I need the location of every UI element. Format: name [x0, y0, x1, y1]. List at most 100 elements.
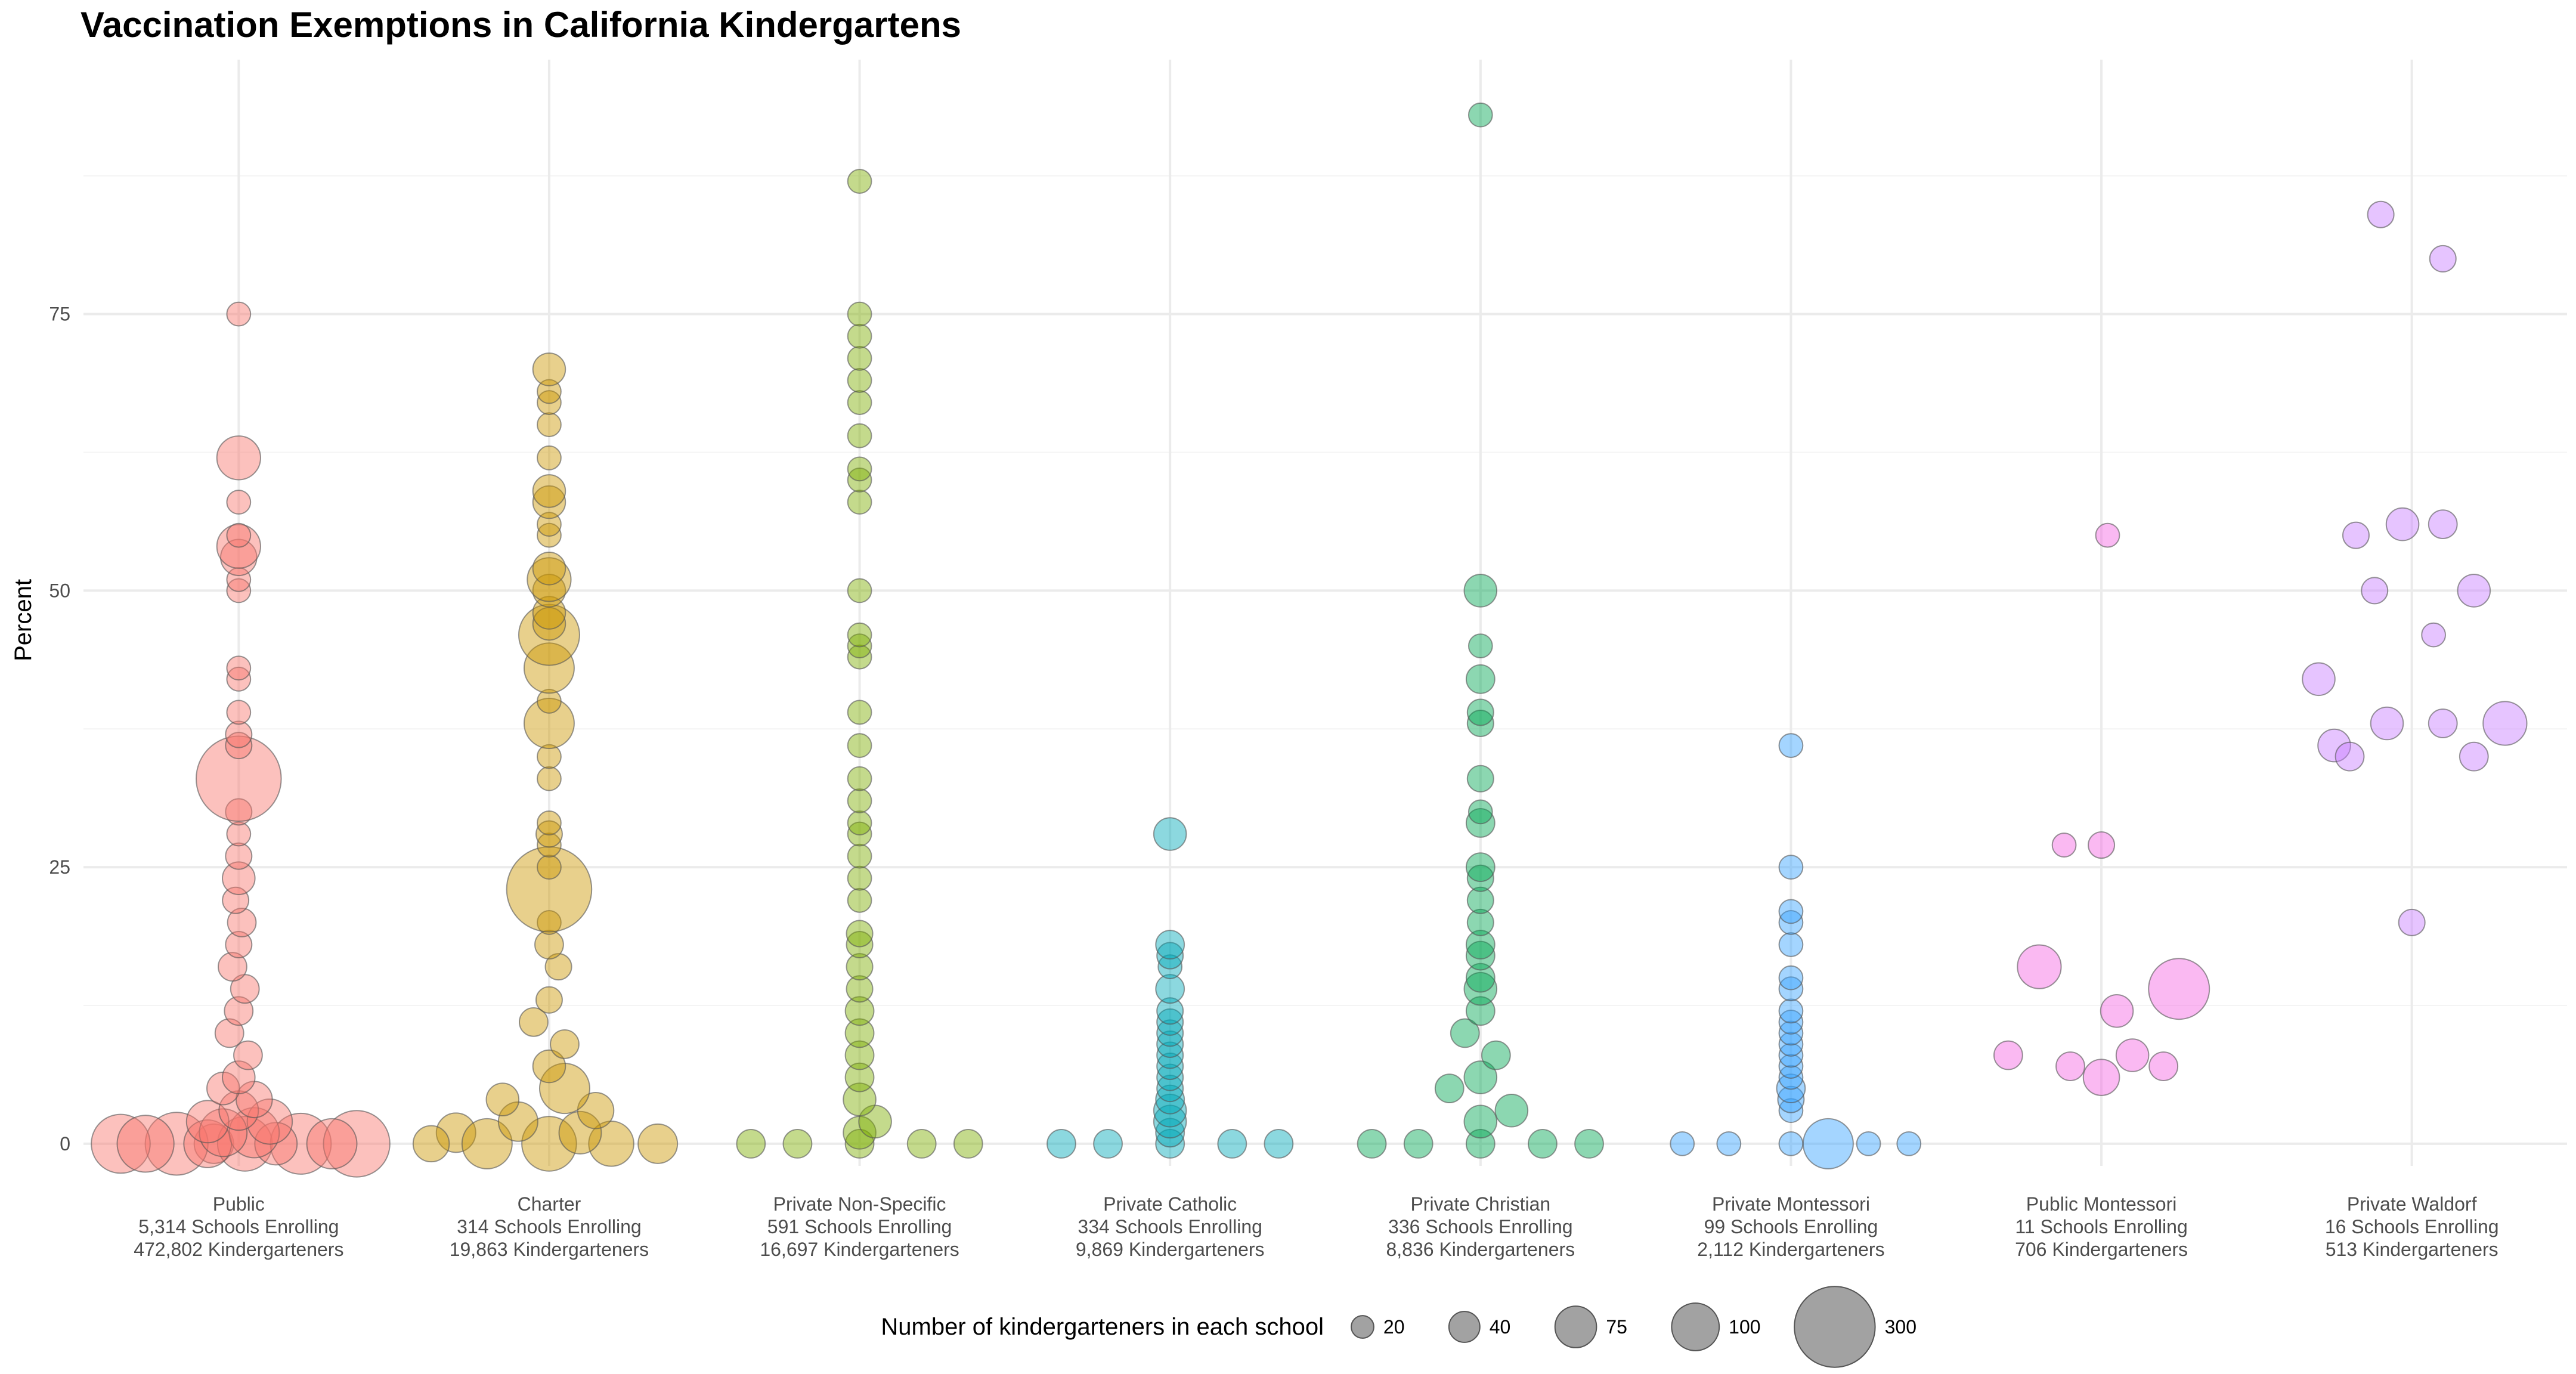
chart-title: Vaccination Exemptions in California Kin… [80, 5, 961, 45]
data-point [537, 522, 562, 548]
data-point [1156, 997, 1184, 1025]
data-point [2459, 741, 2489, 772]
data-point [193, 1123, 234, 1164]
data-point [847, 323, 872, 349]
data-point [226, 490, 252, 515]
data-point [1466, 698, 1494, 726]
legend-label: 20 [1383, 1316, 1405, 1338]
data-point [1528, 1128, 1558, 1159]
data-point [537, 512, 562, 537]
data-point [1153, 1093, 1187, 1128]
data-point [847, 301, 872, 327]
data-point [2342, 521, 2370, 549]
data-point [847, 423, 872, 448]
data-point [523, 642, 575, 694]
data-point [847, 810, 872, 835]
data-point [2428, 509, 2458, 540]
data-point [537, 412, 562, 438]
y-tick-label: 25 [49, 856, 70, 878]
data-point [1778, 910, 1804, 935]
data-point [537, 833, 562, 858]
data-point [532, 552, 566, 586]
data-point [537, 689, 562, 714]
data-point [537, 810, 562, 835]
data-point [1465, 664, 1496, 694]
data-point [523, 698, 575, 749]
data-point [217, 952, 247, 982]
data-point [1466, 765, 1494, 793]
data-point [1156, 942, 1184, 970]
y-axis-label: Percent [10, 579, 36, 661]
data-point [2055, 1051, 2085, 1081]
data-point [2421, 622, 2447, 648]
data-point [847, 766, 872, 791]
data-point [1777, 1085, 1805, 1113]
data-point [1465, 930, 1496, 960]
data-point [534, 930, 564, 960]
data-point [306, 1118, 358, 1169]
x-tick-label: Public [213, 1193, 265, 1215]
data-point [225, 732, 253, 760]
y-tick-label: 75 [49, 304, 70, 325]
data-point [2115, 1038, 2150, 1072]
data-points [91, 102, 2528, 1178]
data-point [1481, 1040, 1511, 1070]
data-point [1574, 1128, 1604, 1159]
data-point [1778, 976, 1804, 1002]
data-point [1856, 1131, 1881, 1156]
data-point [1778, 1131, 1804, 1156]
data-point [226, 578, 252, 604]
data-point [1357, 1128, 1387, 1159]
x-tick-kindergarteners: 19,863 Kindergarteners [450, 1239, 649, 1260]
y-tick-label: 0 [60, 1133, 70, 1155]
y-axis: 0 25 50 75 [49, 304, 70, 1155]
data-point [1264, 1128, 1294, 1159]
data-point [535, 820, 563, 848]
data-point [226, 522, 252, 548]
legend: Number of kindergarteners in each school… [881, 1286, 1916, 1368]
data-point [225, 798, 253, 826]
data-point [736, 1128, 766, 1159]
legend-key [1671, 1302, 1720, 1351]
data-point [1465, 963, 1496, 993]
data-point [222, 861, 256, 895]
data-point [1466, 908, 1494, 936]
data-point [846, 931, 874, 958]
data-point [1802, 1118, 1854, 1169]
x-tick-kindergarteners: 472,802 Kindergarteners [134, 1239, 343, 1260]
x-tick-kindergarteners: 8,836 Kindergarteners [1386, 1239, 1575, 1260]
data-point [847, 490, 872, 515]
data-point [535, 986, 563, 1014]
data-point [1217, 1128, 1247, 1159]
data-point [227, 907, 257, 937]
data-point [199, 1108, 248, 1158]
data-point [1778, 1009, 1804, 1035]
legend-label: 300 [1885, 1316, 1916, 1338]
x-tick-kindergarteners: 9,869 Kindergarteners [1076, 1239, 1265, 1260]
data-point [537, 445, 562, 471]
data-point [2361, 577, 2389, 605]
data-point [224, 996, 254, 1026]
data-point [847, 390, 872, 415]
y-tick-label: 50 [49, 580, 70, 601]
x-tick-schools: 99 Schools Enrolling [1704, 1216, 1878, 1237]
data-point [1670, 1131, 1695, 1156]
data-point [847, 169, 872, 194]
x-tick-label: Private Waldorf [2347, 1193, 2477, 1215]
data-point [2148, 1051, 2179, 1081]
data-point [1993, 1040, 2023, 1070]
legend-label: 75 [1606, 1316, 1627, 1338]
data-point [1403, 1128, 1433, 1159]
data-point [844, 996, 875, 1026]
data-point [532, 1049, 566, 1084]
data-point [2482, 701, 2528, 746]
data-point [1466, 710, 1494, 737]
x-tick-kindergarteners: 16,697 Kindergarteners [760, 1239, 959, 1260]
data-point [537, 744, 562, 769]
data-point [532, 485, 566, 519]
x-tick-label: Public Montessori [2026, 1193, 2177, 1215]
data-point [2051, 833, 2077, 858]
data-point [847, 345, 872, 371]
data-point [1450, 1018, 1480, 1048]
